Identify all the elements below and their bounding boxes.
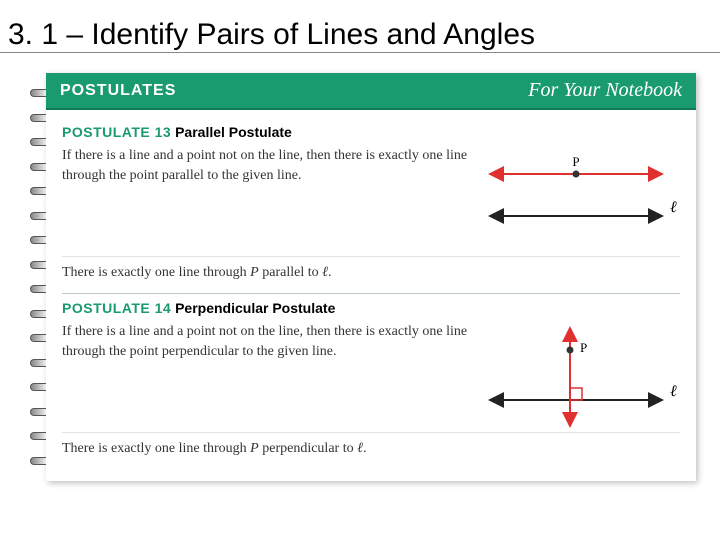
- line-label: ℓ: [670, 199, 677, 216]
- header-right-label: For Your Notebook: [528, 79, 682, 102]
- point-label: P: [572, 154, 579, 169]
- postulate-name: Perpendicular Postulate: [175, 300, 335, 316]
- postulate-body: If there is a line and a point not on th…: [62, 146, 468, 185]
- header-left-label: POSTULATES: [60, 82, 176, 100]
- notebook-content: POSTULATE 13 Parallel Postulate If there…: [46, 110, 696, 481]
- postulate-number: POSTULATE 14: [62, 300, 171, 316]
- postulate-summary: There is exactly one line through P perp…: [62, 432, 680, 457]
- postulate-title: POSTULATE 13 Parallel Postulate: [62, 124, 680, 140]
- postulate-13: POSTULATE 13 Parallel Postulate If there…: [62, 118, 680, 293]
- postulate-body: If there is a line and a point not on th…: [62, 322, 468, 361]
- line-label: ℓ: [670, 383, 677, 400]
- postulate-14: POSTULATE 14 Perpendicular Postulate If …: [62, 293, 680, 469]
- perpendicular-diagram: ℓ P: [480, 322, 680, 422]
- notebook-header: POSTULATES For Your Notebook: [46, 73, 696, 110]
- postulate-number: POSTULATE 13: [62, 124, 171, 140]
- slide-title: 3. 1 – Identify Pairs of Lines and Angle…: [0, 0, 720, 53]
- spiral-binding: [30, 73, 48, 481]
- notebook-card: POSTULATES For Your Notebook POSTULATE 1…: [46, 73, 696, 481]
- parallel-diagram: P ℓ: [480, 146, 680, 246]
- point-label: P: [580, 340, 587, 355]
- postulate-summary: There is exactly one line through P para…: [62, 256, 680, 281]
- postulate-title: POSTULATE 14 Perpendicular Postulate: [62, 300, 680, 316]
- postulate-name: Parallel Postulate: [175, 124, 292, 140]
